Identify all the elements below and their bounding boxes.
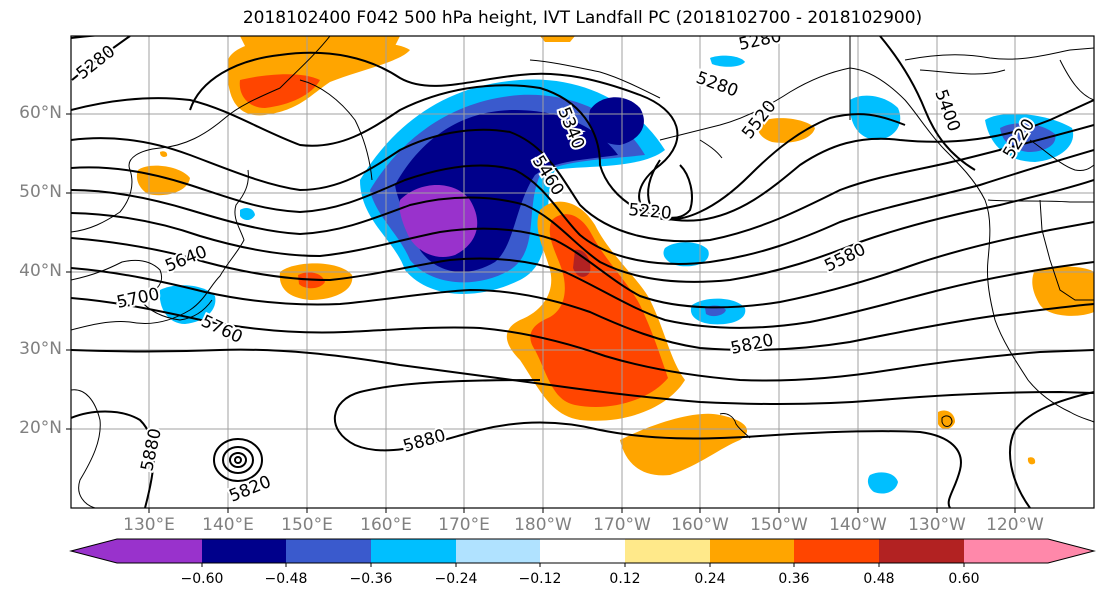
colorbar-bin — [202, 539, 287, 563]
lon-label: 170°W — [593, 515, 651, 535]
colorbar-label: 0.12 — [609, 571, 641, 587]
lat-label: 60°N — [19, 103, 62, 123]
height-contours — [71, 36, 1094, 508]
lon-label: 160°W — [671, 515, 729, 535]
colorbar-label: 0.24 — [694, 571, 726, 587]
lat-label: 40°N — [19, 261, 62, 281]
lon-label: 180°W — [514, 515, 572, 535]
colorbar-bin — [879, 539, 965, 563]
colorbar-bin — [456, 539, 541, 563]
colorbar-bin — [964, 539, 1048, 563]
colorbar-min-arrow — [71, 539, 117, 563]
colorbar-label: −0.24 — [434, 571, 478, 587]
colorbar-label: 0.36 — [778, 571, 810, 587]
lon-label: 170°E — [438, 515, 490, 535]
colorbar-label: −0.36 — [349, 571, 393, 587]
colorbar-outline — [69, 538, 1096, 564]
lon-label: 130°W — [908, 515, 966, 535]
chart-title: 2018102400 F042 500 hPa height, IVT Land… — [242, 8, 923, 28]
colorbar-max-arrow — [1048, 539, 1094, 563]
lon-label: 140°W — [829, 515, 887, 535]
map-panel: 5280 5280 5280 5340 5460 5220 5220 5400 … — [71, 36, 1094, 508]
colorbar — [69, 538, 1096, 567]
lat-label: 50°N — [19, 182, 62, 202]
colorbar-bin — [286, 539, 372, 563]
colorbar-bin — [710, 539, 795, 563]
colorbar-bin — [117, 539, 203, 563]
lon-label: 120°W — [986, 515, 1044, 535]
lat-label: 30°N — [19, 339, 62, 359]
colorbar-label: −0.60 — [180, 571, 224, 587]
axis-ticks — [66, 113, 1016, 513]
lat-label: 20°N — [19, 418, 62, 438]
colorbar-label: 0.60 — [948, 571, 980, 587]
colorbar-bin — [794, 539, 880, 563]
contour-label: 5220 — [628, 200, 673, 224]
colorbar-label: −0.12 — [518, 571, 562, 587]
colorbar-bin — [540, 539, 626, 563]
graticule — [71, 36, 1094, 508]
colorbar-bin — [625, 539, 711, 563]
colorbar-label: −0.48 — [264, 571, 308, 587]
lon-label: 130°E — [123, 515, 175, 535]
colorbar-label: 0.48 — [863, 571, 895, 587]
colorbar-bin — [371, 539, 457, 563]
lon-label: 140°E — [202, 515, 254, 535]
coastlines — [71, 36, 1094, 508]
lon-label: 160°E — [360, 515, 412, 535]
lon-label: 150°W — [750, 515, 808, 535]
lon-label: 150°E — [281, 515, 333, 535]
